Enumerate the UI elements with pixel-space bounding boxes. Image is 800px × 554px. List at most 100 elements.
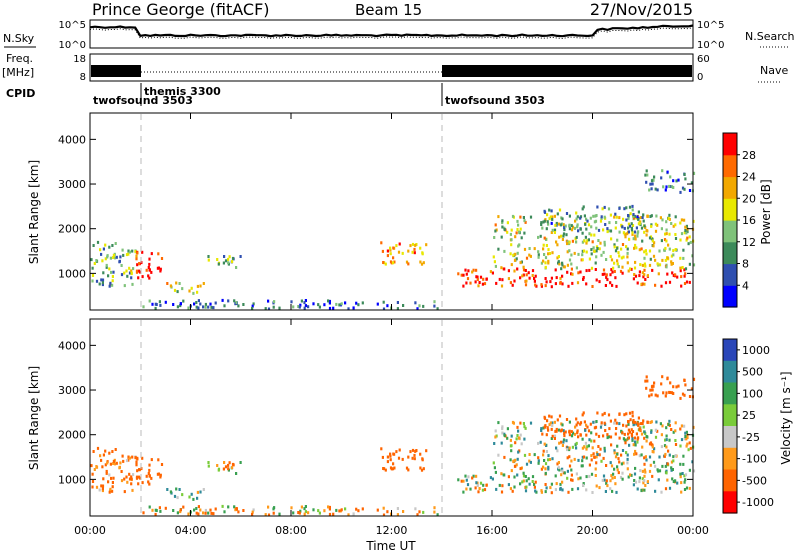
power-cell: [633, 230, 637, 234]
velocity-cell: [600, 459, 603, 463]
power-cell: [684, 177, 687, 181]
velocity-cell: [579, 422, 582, 426]
power-cell: [501, 225, 504, 229]
velocity-cell: [611, 489, 614, 493]
power-cell: [603, 240, 606, 244]
velocity-cell: [202, 488, 205, 491]
velocity-cell: [606, 436, 609, 440]
power-cell: [547, 252, 550, 256]
time-axis-label: Time UT: [365, 539, 416, 553]
power-cell: [495, 281, 498, 285]
power-cell: [577, 271, 580, 275]
velocity-cell: [113, 462, 117, 466]
velocity-cell: [489, 476, 492, 480]
velocity-cell: [491, 477, 494, 481]
velocity-cell: [679, 427, 682, 431]
velocity-cell: [618, 460, 621, 464]
velocity-cell: [510, 444, 513, 448]
velocity-cell: [537, 459, 540, 463]
velocity-cell: [585, 433, 588, 437]
power-cell: [510, 243, 513, 247]
velocity-cell: [622, 461, 625, 465]
power-cell: [420, 262, 424, 266]
power-cell: [112, 256, 115, 259]
power-cell: [158, 300, 161, 304]
power-cell: [328, 301, 331, 305]
velocity-cell: [112, 459, 115, 463]
velocity-cell: [123, 490, 126, 494]
velocity-cell: [571, 431, 575, 435]
power-cell: [415, 243, 418, 246]
velocity-cell: [655, 420, 658, 424]
velocity-cell: [556, 418, 559, 422]
power-cell: [519, 227, 522, 231]
velocity-cell: [666, 478, 669, 482]
velocity-cell: [462, 479, 465, 483]
power-cell: [621, 225, 624, 229]
power-cell: [575, 217, 578, 221]
power-cell: [658, 263, 662, 267]
power-cell: [680, 218, 683, 222]
velocity-cell: [566, 448, 569, 452]
power-cell: [141, 275, 144, 279]
x-tick-label: 04:00: [175, 524, 207, 537]
power-cell: [665, 265, 668, 269]
velocity-cell: [102, 453, 105, 457]
power-cell: [643, 224, 646, 228]
velocity-cell: [583, 420, 586, 424]
velocity-cell: [614, 455, 618, 459]
velocity-cell: [111, 485, 114, 489]
velocity-cell: [670, 468, 673, 472]
power-cell: [389, 246, 392, 250]
velocity-cell: [92, 450, 95, 453]
velocity-cell: [195, 507, 198, 510]
power-cell: [648, 188, 651, 192]
velocity-cell: [529, 460, 532, 464]
power-cell: [691, 254, 694, 258]
velocity-cell: [630, 432, 633, 436]
velocity-cell: [425, 449, 428, 453]
power-cell: [643, 250, 646, 254]
velocity-cell: [588, 438, 591, 442]
velocity-cell: [588, 463, 591, 467]
power-cell: [613, 215, 616, 219]
power-cell: [195, 301, 198, 304]
power-cell: [104, 243, 107, 247]
velocity-cell: [100, 484, 103, 488]
power-cell: [135, 270, 139, 274]
velocity-cell: [130, 475, 133, 479]
velocity-cell: [397, 456, 401, 460]
velocity-cell: [604, 490, 607, 493]
power-cell: [627, 216, 630, 220]
velocity-cell: [628, 430, 632, 434]
power-cell: [207, 255, 210, 258]
velocity-cell: [503, 473, 506, 477]
velocity-cell: [148, 474, 151, 478]
power-cell: [159, 267, 162, 271]
velocity-cell: [639, 422, 642, 426]
velocity-cell: [175, 487, 178, 491]
velocity-cell: [548, 414, 551, 418]
power-cell: [299, 303, 302, 307]
power-cell: [531, 269, 535, 273]
power-cell: [603, 272, 606, 276]
power-cell: [297, 305, 300, 308]
power-cell: [547, 248, 550, 252]
velocity-cell: [639, 469, 642, 473]
velocity-cell: [554, 488, 557, 492]
velocity-cell: [506, 436, 509, 440]
velocity-cell: [664, 438, 667, 442]
velocity-cell: [644, 379, 647, 383]
velocity-cell: [686, 436, 689, 440]
power-cell: [556, 212, 559, 216]
velocity-cell: [644, 432, 647, 435]
power-cell: [527, 271, 530, 275]
power-cell: [621, 265, 624, 269]
power-cell: [638, 248, 641, 252]
power-cell: [101, 259, 104, 263]
velocity-cell: [407, 455, 410, 459]
velocity-cell: [633, 472, 637, 476]
power-cell: [644, 249, 647, 253]
power-cell: [615, 215, 618, 219]
velocity-cell: [581, 413, 584, 417]
